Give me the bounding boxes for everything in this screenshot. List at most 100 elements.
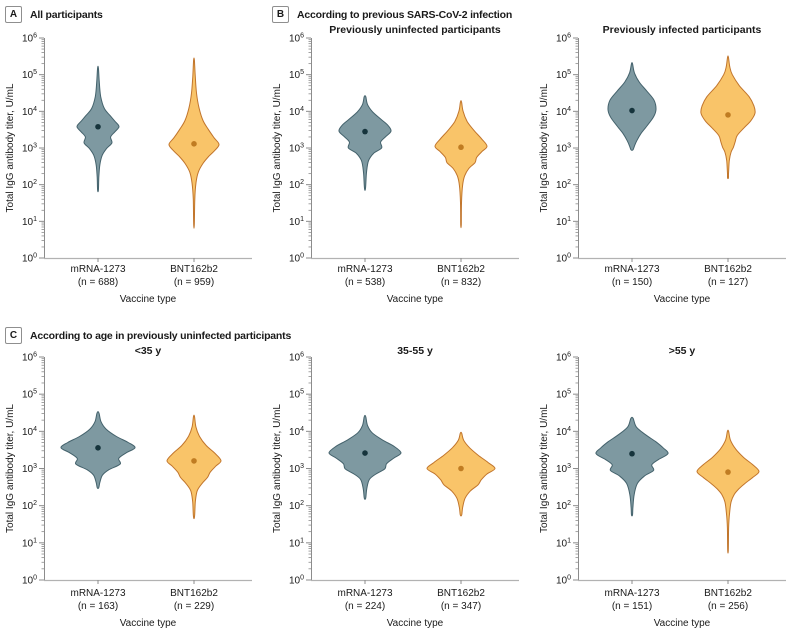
y-tick-label: 100 [556, 253, 571, 265]
median-dot-mrna-1273 [95, 445, 101, 451]
y-tick-label: 106 [22, 33, 37, 45]
median-dot-mrna-1273 [362, 128, 368, 135]
median-dot-bnt162b2 [458, 465, 464, 472]
x-category-n-label: (n = 959) [174, 277, 214, 288]
y-tick-label: 102 [22, 179, 37, 191]
x-axis-title: Vaccine type [654, 618, 711, 629]
y-tick-label: 100 [556, 575, 571, 587]
y-tick-label: 100 [289, 575, 304, 587]
panel-b-title: According to previous SARS-CoV-2 infecti… [297, 8, 513, 21]
panel-previously-uninfected: B According to previous SARS-CoV-2 infec… [267, 0, 534, 318]
y-tick-label: 103 [22, 143, 37, 155]
violin-plot-svg: Previously infected participants 106 105 10… [539, 24, 786, 305]
y-tick-label: 102 [289, 500, 304, 512]
panel-letter-c: C [5, 327, 22, 344]
x-axis-title: Vaccine type [387, 294, 444, 305]
x-category-n-label: (n = 151) [612, 601, 652, 612]
median-dot-mrna-1273 [629, 107, 635, 114]
x-category-label: BNT162b2 [170, 264, 218, 275]
y-tick-label: 102 [289, 179, 304, 191]
violin-plot-svg: >55 y 106 105 104 103 102 101 100 Total IgG anti… [539, 345, 786, 629]
violin-bnt162b2 [696, 429, 760, 554]
panel-a-title: All participants [30, 8, 103, 21]
median-dot-bnt162b2 [725, 469, 731, 475]
x-category-n-label: (n = 256) [708, 601, 748, 612]
y-axis-title: Total IgG antibody titer, U/mL [272, 83, 283, 212]
x-category-label: mRNA-1273 [604, 588, 659, 599]
y-tick-label: 100 [289, 253, 304, 265]
y-tick-label: 104 [556, 426, 571, 438]
y-tick-label: 104 [289, 106, 304, 118]
median-dot-bnt162b2 [725, 112, 731, 118]
x-axis-title: Vaccine type [654, 294, 711, 305]
violin-bnt162b2 [426, 431, 496, 517]
panel-previously-infected: Previously infected participants 106 105 10… [534, 0, 800, 318]
x-category-label: BNT162b2 [704, 588, 752, 599]
x-category-n-label: (n = 163) [78, 601, 118, 612]
y-tick-label: 103 [556, 143, 571, 155]
y-tick-label: 106 [556, 352, 571, 364]
y-tick-label: 105 [556, 389, 571, 401]
x-category-label: BNT162b2 [437, 588, 485, 599]
panel-age-over-55: >55 y 106 105 104 103 102 101 100 Total IgG anti… [534, 318, 800, 633]
violin-plot-svg: Previously uninfected participants 106 105… [272, 24, 519, 305]
plot-subtitle: 35-55 y [397, 345, 433, 357]
panel-b-header: B According to previous SARS-CoV-2 infec… [272, 6, 512, 23]
y-tick-label: 100 [22, 253, 37, 265]
y-tick-label: 101 [556, 216, 571, 228]
y-tick-label: 106 [22, 352, 37, 364]
y-tick-label: 101 [556, 537, 571, 549]
panel-c-title: According to age in previously uninfecte… [30, 329, 292, 342]
x-category-n-label: (n = 229) [174, 601, 214, 612]
y-tick-label: 102 [22, 500, 37, 512]
y-tick-label: 106 [556, 33, 571, 45]
violin-plot-svg: 106 105 104 103 102 101 100 Total IgG antibody … [5, 33, 252, 305]
y-axis-title: Total IgG antibody titer, U/mL [5, 404, 16, 533]
y-axis-title: Total IgG antibody titer, U/mL [539, 83, 550, 212]
y-tick-label: 105 [556, 69, 571, 81]
x-category-label: mRNA-1273 [70, 264, 125, 275]
y-tick-label: 105 [289, 69, 304, 81]
x-axis-title: Vaccine type [387, 618, 444, 629]
y-tick-label: 100 [22, 575, 37, 587]
y-tick-label: 102 [556, 179, 571, 191]
plot-subtitle: Previously infected participants [603, 24, 762, 36]
median-dot-mrna-1273 [362, 450, 368, 456]
violin-bnt162b2 [166, 414, 222, 520]
y-tick-label: 101 [289, 216, 304, 228]
y-tick-label: 104 [22, 106, 37, 118]
y-tick-label: 101 [22, 216, 37, 228]
y-tick-label: 105 [22, 389, 37, 401]
x-category-n-label: (n = 832) [441, 277, 481, 288]
violin-plot-svg: 35-55 y 106 105 104 103 102 101 100 Total IgG an… [272, 345, 519, 629]
x-category-label: BNT162b2 [437, 264, 485, 275]
plot-subtitle: <35 y [135, 345, 162, 357]
y-tick-label: 106 [289, 352, 304, 364]
panel-a-header: A All participants [5, 6, 103, 23]
panel-age-under-35: C According to age in previously uninfec… [0, 318, 291, 633]
x-category-n-label: (n = 224) [345, 601, 385, 612]
panel-age-35-55: 35-55 y 106 105 104 103 102 101 100 Total IgG an… [267, 318, 534, 633]
panel-letter-a: A [5, 6, 22, 23]
y-tick-label: 104 [556, 106, 571, 118]
panel-letter-b: B [272, 6, 289, 23]
y-axis-title: Total IgG antibody titer, U/mL [272, 404, 283, 533]
median-dot-mrna-1273 [95, 123, 101, 130]
y-tick-label: 104 [22, 426, 37, 438]
y-tick-label: 104 [289, 426, 304, 438]
y-tick-label: 103 [289, 143, 304, 155]
panel-c-header: C According to age in previously uninfec… [5, 327, 291, 344]
x-axis-title: Vaccine type [120, 618, 177, 629]
median-dot-bnt162b2 [191, 141, 197, 147]
x-category-n-label: (n = 127) [708, 277, 748, 288]
x-category-label: mRNA-1273 [70, 588, 125, 599]
plot-subtitle: Previously uninfected participants [329, 24, 501, 36]
violin-bnt162b2 [434, 100, 488, 229]
x-category-n-label: (n = 347) [441, 601, 481, 612]
x-category-n-label: (n = 150) [612, 277, 652, 288]
y-tick-label: 102 [556, 500, 571, 512]
y-tick-label: 103 [289, 463, 304, 475]
x-category-n-label: (n = 538) [345, 277, 385, 288]
x-category-label: mRNA-1273 [337, 264, 392, 275]
